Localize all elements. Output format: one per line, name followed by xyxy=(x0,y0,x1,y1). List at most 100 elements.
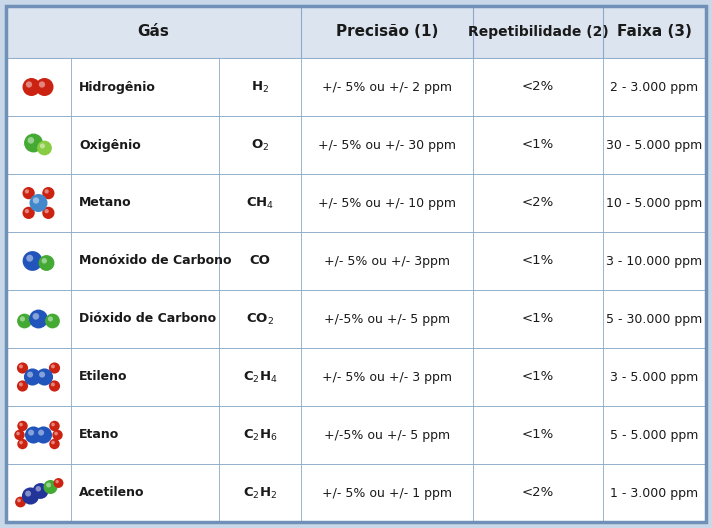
Text: +/- 5% ou +/- 2 ppm: +/- 5% ou +/- 2 ppm xyxy=(322,80,452,93)
Circle shape xyxy=(33,483,48,499)
Text: <1%: <1% xyxy=(522,138,554,152)
Circle shape xyxy=(45,189,49,194)
Circle shape xyxy=(45,209,49,213)
Circle shape xyxy=(26,255,33,262)
Circle shape xyxy=(39,81,45,88)
Bar xyxy=(6,174,706,232)
Circle shape xyxy=(36,486,41,492)
Circle shape xyxy=(19,423,23,427)
Text: Precisão (1): Precisão (1) xyxy=(336,24,438,40)
Text: <1%: <1% xyxy=(522,254,554,268)
Circle shape xyxy=(38,255,54,271)
Circle shape xyxy=(51,423,55,427)
Text: Dióxido de Carbono: Dióxido de Carbono xyxy=(79,313,216,325)
Circle shape xyxy=(19,382,23,386)
Text: Acetileno: Acetileno xyxy=(79,486,145,499)
Circle shape xyxy=(49,439,60,449)
Text: CO: CO xyxy=(250,254,271,268)
Circle shape xyxy=(42,207,55,219)
Circle shape xyxy=(41,258,47,263)
Circle shape xyxy=(42,187,55,199)
Circle shape xyxy=(22,487,39,505)
Text: +/-5% ou +/- 5 ppm: +/-5% ou +/- 5 ppm xyxy=(324,313,450,325)
Circle shape xyxy=(54,432,58,436)
Bar xyxy=(6,290,706,348)
Circle shape xyxy=(24,134,43,153)
Text: +/- 5% ou +/- 30 ppm: +/- 5% ou +/- 30 ppm xyxy=(318,138,456,152)
Text: Monóxido de Carbono: Monóxido de Carbono xyxy=(79,254,231,268)
Circle shape xyxy=(49,421,60,431)
Circle shape xyxy=(17,439,28,449)
Text: Repetibilidade (2): Repetibilidade (2) xyxy=(468,25,608,39)
Text: O$_2$: O$_2$ xyxy=(251,137,269,153)
Circle shape xyxy=(36,369,53,385)
Circle shape xyxy=(23,207,35,219)
Text: 5 - 30.000 ppm: 5 - 30.000 ppm xyxy=(607,313,703,325)
Circle shape xyxy=(25,189,29,194)
Circle shape xyxy=(29,309,48,328)
Text: Hidrogênio: Hidrogênio xyxy=(79,80,156,93)
Circle shape xyxy=(33,197,39,204)
Bar xyxy=(6,6,706,58)
Circle shape xyxy=(37,140,52,155)
Circle shape xyxy=(23,187,35,199)
Circle shape xyxy=(26,81,32,88)
Text: +/- 5% ou +/- 10 ppm: +/- 5% ou +/- 10 ppm xyxy=(318,196,456,210)
Circle shape xyxy=(17,314,32,328)
Text: CH$_4$: CH$_4$ xyxy=(246,195,274,211)
Circle shape xyxy=(27,372,33,378)
Circle shape xyxy=(28,137,34,144)
Text: Metano: Metano xyxy=(79,196,132,210)
Text: H$_2$: H$_2$ xyxy=(251,79,269,95)
Circle shape xyxy=(36,78,53,96)
Circle shape xyxy=(56,480,59,483)
Text: +/- 5% ou +/- 3ppm: +/- 5% ou +/- 3ppm xyxy=(324,254,450,268)
Text: Etano: Etano xyxy=(79,429,119,441)
Bar xyxy=(6,116,706,174)
Circle shape xyxy=(29,194,48,212)
Circle shape xyxy=(40,143,45,148)
Circle shape xyxy=(51,382,55,386)
Text: +/- 5% ou +/- 1 ppm: +/- 5% ou +/- 1 ppm xyxy=(322,486,452,499)
Circle shape xyxy=(16,432,20,436)
Text: <2%: <2% xyxy=(522,486,554,499)
Circle shape xyxy=(43,480,58,494)
Text: <2%: <2% xyxy=(522,196,554,210)
Bar xyxy=(6,406,706,464)
Bar xyxy=(6,348,706,406)
Text: C$_2$H$_2$: C$_2$H$_2$ xyxy=(243,485,277,501)
Circle shape xyxy=(23,78,41,96)
Text: Gás: Gás xyxy=(137,24,169,40)
Circle shape xyxy=(49,362,60,374)
Circle shape xyxy=(14,430,25,440)
Text: 30 - 5.000 ppm: 30 - 5.000 ppm xyxy=(607,138,703,152)
Text: C$_2$H$_6$: C$_2$H$_6$ xyxy=(243,428,277,442)
Text: +/- 5% ou +/- 3 ppm: +/- 5% ou +/- 3 ppm xyxy=(322,371,452,383)
Text: <1%: <1% xyxy=(522,429,554,441)
Text: 2 - 3.000 ppm: 2 - 3.000 ppm xyxy=(610,80,698,93)
Circle shape xyxy=(45,314,60,328)
Circle shape xyxy=(51,441,55,445)
Bar xyxy=(6,232,706,290)
Circle shape xyxy=(39,372,45,378)
Text: <2%: <2% xyxy=(522,80,554,93)
Text: CO$_2$: CO$_2$ xyxy=(246,312,274,326)
Text: 1 - 3.000 ppm: 1 - 3.000 ppm xyxy=(610,486,698,499)
Circle shape xyxy=(19,364,23,369)
Circle shape xyxy=(51,364,55,369)
Text: Oxigênio: Oxigênio xyxy=(79,138,141,152)
Circle shape xyxy=(23,251,43,271)
Text: Faixa (3): Faixa (3) xyxy=(617,24,692,40)
Circle shape xyxy=(48,316,53,322)
Circle shape xyxy=(15,497,26,507)
Text: <1%: <1% xyxy=(522,371,554,383)
Circle shape xyxy=(38,430,44,436)
Text: +/-5% ou +/- 5 ppm: +/-5% ou +/- 5 ppm xyxy=(324,429,450,441)
Circle shape xyxy=(24,369,41,385)
Text: 3 - 5.000 ppm: 3 - 5.000 ppm xyxy=(610,371,698,383)
Circle shape xyxy=(25,427,42,444)
Circle shape xyxy=(17,380,28,392)
Circle shape xyxy=(33,313,39,319)
Circle shape xyxy=(49,380,60,392)
Circle shape xyxy=(52,430,63,440)
